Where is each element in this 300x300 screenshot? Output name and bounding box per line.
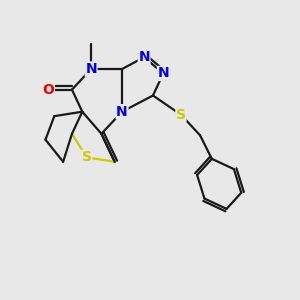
Text: N: N (138, 50, 150, 64)
Text: N: N (85, 62, 97, 76)
Text: S: S (82, 150, 92, 164)
Text: N: N (116, 105, 128, 119)
Text: N: N (158, 66, 169, 80)
Text: S: S (176, 108, 186, 122)
Text: O: O (43, 82, 54, 97)
